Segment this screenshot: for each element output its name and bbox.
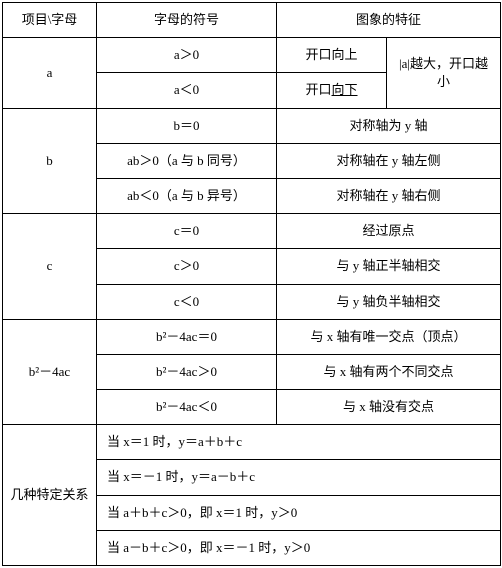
table-row: a a＞0 开口向上 |a|越大，开口越小 [3, 38, 501, 73]
cell-sym: c＜0 [97, 284, 277, 319]
cell-feat: 与 y 轴正半轴相交 [277, 249, 501, 284]
cell-sym: ab＜0（a 与 b 异号） [97, 178, 277, 213]
cell-sym: ab＞0（a 与 b 同号） [97, 143, 277, 178]
header-col3: 图象的特征 [277, 3, 501, 38]
cell-feat: 与 x 轴有两个不同交点 [277, 354, 501, 389]
cell-side-a: |a|越大，开口越小 [387, 38, 501, 108]
cell-sym: b²－4ac＜0 [97, 390, 277, 425]
header-col2: 字母的符号 [97, 3, 277, 38]
cell-feat: 开口向上 [277, 38, 387, 73]
row-label-relations: 几种特定关系 [3, 425, 97, 566]
table-row: b b＝0 对称轴为 y 轴 [3, 108, 501, 143]
row-label-c: c [3, 214, 97, 320]
cell-feat: 对称轴在 y 轴右侧 [277, 178, 501, 213]
cell-sym: a＜0 [97, 73, 277, 108]
cell-feat-underline: 向下 [332, 82, 358, 97]
properties-table: 项目\字母 字母的符号 图象的特征 a a＞0 开口向上 |a|越大，开口越小 … [2, 2, 501, 566]
cell-feat: 与 x 轴有唯一交点（顶点） [277, 319, 501, 354]
header-col1: 项目\字母 [3, 3, 97, 38]
cell-sym: c＞0 [97, 249, 277, 284]
cell-sym: a＞0 [97, 38, 277, 73]
table-row: c c＝0 经过原点 [3, 214, 501, 249]
row-label-b: b [3, 108, 97, 214]
cell-feat: 对称轴为 y 轴 [277, 108, 501, 143]
cell-feat: 开口向下 [277, 73, 387, 108]
cell-sym: b²－4ac＝0 [97, 319, 277, 354]
cell-relation: 当 a－b＋c＞0，即 x＝－1 时，y＞0 [97, 530, 501, 565]
cell-feat-pre: 开口 [305, 82, 331, 97]
cell-sym: b²－4ac＞0 [97, 354, 277, 389]
cell-sym: b＝0 [97, 108, 277, 143]
table-row: b²－4ac b²－4ac＝0 与 x 轴有唯一交点（顶点） [3, 319, 501, 354]
cell-feat: 与 x 轴没有交点 [277, 390, 501, 425]
cell-relation: 当 x＝－1 时，y＝a－b＋c [97, 460, 501, 495]
cell-feat: 对称轴在 y 轴左侧 [277, 143, 501, 178]
cell-feat: 与 y 轴负半轴相交 [277, 284, 501, 319]
cell-relation: 当 x＝1 时，y＝a＋b＋c [97, 425, 501, 460]
cell-sym: c＝0 [97, 214, 277, 249]
cell-feat: 经过原点 [277, 214, 501, 249]
row-label-disc: b²－4ac [3, 319, 97, 425]
row-label-a: a [3, 38, 97, 108]
table-row: 几种特定关系 当 x＝1 时，y＝a＋b＋c [3, 425, 501, 460]
table-row: 项目\字母 字母的符号 图象的特征 [3, 3, 501, 38]
